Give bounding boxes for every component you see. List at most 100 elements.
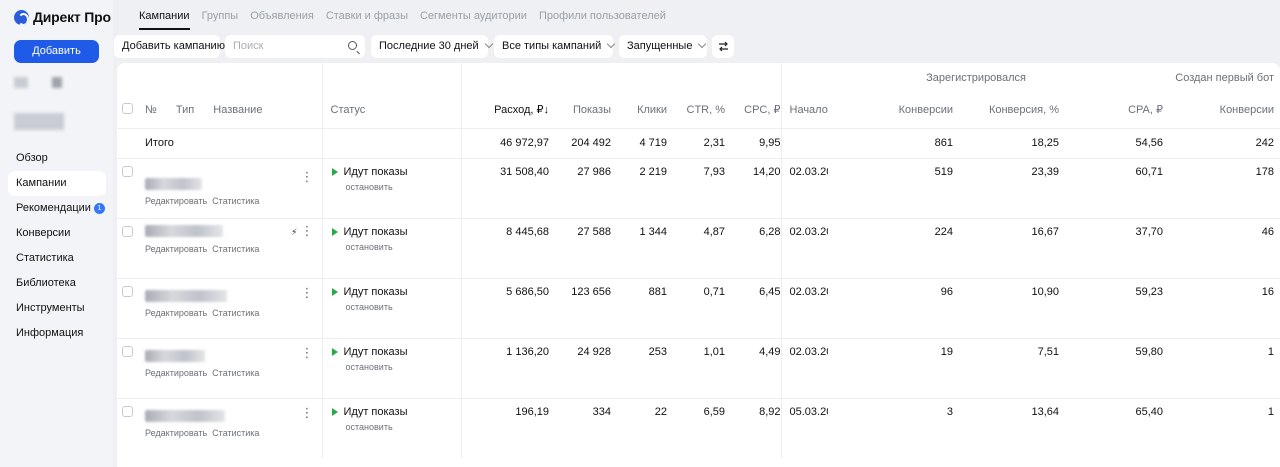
autostrategy-icon: ⚡ (291, 226, 298, 237)
campaign-type-select[interactable]: Все типы кампаний (494, 35, 616, 58)
cell-cpc: 4,49 (725, 337, 782, 398)
sidebar-item-statistics[interactable]: Статистика (8, 246, 106, 271)
sidebar-item-library[interactable]: Библиотека (8, 271, 106, 296)
row-checkbox[interactable] (122, 345, 133, 357)
col-name[interactable]: Название (213, 103, 263, 116)
col-ctr[interactable]: CTR, % (667, 92, 725, 129)
col-impressions[interactable]: Показы (550, 92, 611, 129)
tab-groups[interactable]: Группы (201, 10, 239, 22)
tab-audience-segments[interactable]: Сегменты аудитории (419, 10, 527, 22)
cell-impressions: 24 928 (550, 337, 611, 398)
search-icon[interactable] (348, 41, 357, 50)
campaign-name[interactable] (145, 349, 205, 362)
tab-campaigns[interactable]: Кампании (139, 10, 190, 30)
sidebar-item-info[interactable]: Информация (8, 321, 106, 346)
play-icon (331, 227, 338, 236)
cell-cpc: 6,45 (725, 277, 782, 338)
table-row[interactable]: ⚡ ⋮ Редактировать Статистика Идут показы ост… (117, 217, 1280, 278)
state-filter-select[interactable]: Запущенные (619, 35, 707, 58)
edit-link[interactable]: Редактировать (145, 307, 208, 318)
sidebar-item-label: Рекомендации (16, 202, 91, 214)
tab-user-profiles[interactable]: Профили пользователей (538, 10, 666, 22)
row-checkbox[interactable] (122, 165, 133, 177)
campaign-name[interactable] (145, 224, 223, 237)
row-menu-icon[interactable]: ⋮ (300, 404, 314, 420)
account-avatar[interactable] (14, 77, 28, 88)
stop-link[interactable]: остановить (345, 181, 393, 192)
edit-link[interactable]: Редактировать (145, 195, 208, 206)
search-input[interactable]: Поиск (225, 35, 365, 58)
total-row: Итого 46 972,97 204 492 4 719 2,31 9,95 … (117, 128, 1280, 158)
add-button[interactable]: Добавить (14, 40, 99, 63)
col-status[interactable]: Статус (322, 92, 462, 129)
play-icon (331, 167, 338, 176)
stats-link[interactable]: Статистика (212, 307, 260, 318)
col-conv-rate[interactable]: Конверсия, % (953, 92, 1059, 129)
cell-conv-rate: 16,67 (953, 217, 1059, 278)
logo[interactable]: Директ Про (14, 9, 111, 25)
recommendations-badge: 1 (93, 203, 105, 214)
stop-link[interactable]: остановить (345, 241, 393, 252)
campaign-name[interactable] (145, 289, 227, 302)
stats-link[interactable]: Статистика (212, 367, 260, 378)
stop-link[interactable]: остановить (345, 361, 393, 372)
col-num[interactable]: № (145, 103, 157, 116)
sidebar-item-recommendations[interactable]: Рекомендации 1 (8, 196, 106, 221)
edit-link[interactable]: Редактировать (145, 243, 208, 254)
edit-link[interactable]: Редактировать (145, 427, 208, 438)
cell-cpc: 14,20 (725, 157, 782, 218)
sidebar-item-label: Инструменты (16, 302, 85, 314)
campaign-type-value: Все типы кампаний (502, 40, 602, 52)
table-row[interactable]: ⋮ Редактировать Статистика Идут показы остан… (117, 397, 1280, 458)
cell-clicks: 881 (611, 277, 667, 338)
row-checkbox[interactable] (122, 405, 133, 417)
sidebar-item-label: Библиотека (16, 277, 76, 289)
campaign-name[interactable] (145, 177, 202, 190)
cell-conv-rate: 7,51 (953, 337, 1059, 398)
col-cpa[interactable]: CPA, ₽ (1059, 92, 1164, 129)
row-menu-icon[interactable]: ⋮ (300, 284, 314, 300)
stats-link[interactable]: Статистика (212, 427, 260, 438)
stop-link[interactable]: остановить (345, 421, 393, 432)
col-clicks[interactable]: Клики (611, 92, 667, 129)
account-name[interactable] (14, 113, 64, 130)
row-checkbox[interactable] (122, 225, 133, 237)
stats-link[interactable]: Статистика (212, 243, 260, 254)
total-clicks: 4 719 (639, 137, 667, 149)
col-type[interactable]: Тип (175, 103, 195, 116)
col-bot-conversions[interactable]: Конверсии (1163, 92, 1280, 129)
sidebar-item-overview[interactable]: Обзор (8, 146, 106, 171)
sidebar-item-conversions[interactable]: Конверсии (8, 221, 106, 246)
period-select[interactable]: Последние 30 дней (371, 35, 493, 58)
cell-bot-conversions: 178 (1163, 157, 1280, 218)
row-menu-icon[interactable]: ⋮ (300, 222, 314, 238)
col-spend[interactable]: Расход, ₽↓ (461, 92, 550, 129)
table-row[interactable]: ⋮ Редактировать Статистика Идут показы остан… (117, 277, 1280, 338)
cell-spend: 31 508,40 (461, 157, 550, 218)
sidebar-item-campaigns[interactable]: Кампании (8, 171, 106, 196)
row-menu-icon[interactable]: ⋮ (300, 344, 314, 360)
col-cpc[interactable]: CPC, ₽ (725, 92, 782, 129)
sidebar-item-tools[interactable]: Инструменты (8, 296, 106, 321)
row-checkbox[interactable] (122, 285, 133, 297)
add-campaign-button[interactable]: Добавить кампанию (114, 35, 225, 58)
table-row[interactable]: ⋮ Редактировать Статистика Идут показы остан… (117, 157, 1280, 218)
tab-ads[interactable]: Объявления (250, 10, 314, 22)
col-conversions[interactable]: Конверсии (828, 92, 953, 129)
col-start[interactable]: Начало (781, 92, 828, 129)
select-all-checkbox[interactable] (122, 102, 133, 114)
cell-clicks: 1 344 (611, 217, 667, 278)
stop-link[interactable]: остановить (345, 301, 393, 312)
cell-ctr: 7,93 (667, 157, 725, 218)
total-conversions: 861 (934, 137, 953, 149)
row-menu-icon[interactable]: ⋮ (300, 168, 314, 184)
chevron-down-icon (607, 39, 616, 49)
stats-link[interactable]: Статистика (212, 195, 260, 206)
column-settings-button[interactable] (712, 35, 734, 58)
search-placeholder: Поиск (233, 40, 264, 52)
cell-conv-rate: 23,39 (953, 157, 1059, 218)
tab-bids-phrases[interactable]: Ставки и фразы (325, 10, 408, 22)
table-row[interactable]: ⋮ Редактировать Статистика Идут показы остан… (117, 337, 1280, 398)
campaign-name[interactable] (145, 409, 225, 422)
edit-link[interactable]: Редактировать (145, 367, 208, 378)
